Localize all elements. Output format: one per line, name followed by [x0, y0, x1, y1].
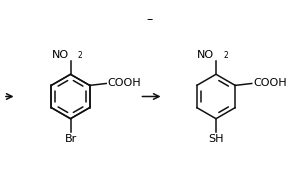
Text: 2: 2 — [224, 51, 228, 60]
Text: Br: Br — [64, 134, 76, 144]
Text: COOH: COOH — [253, 79, 287, 88]
Text: COOH: COOH — [108, 79, 141, 88]
Text: 2: 2 — [78, 51, 83, 60]
Text: SH: SH — [208, 134, 224, 144]
Text: NO: NO — [52, 50, 69, 60]
Text: –: – — [147, 13, 153, 26]
Text: NO: NO — [197, 50, 214, 60]
